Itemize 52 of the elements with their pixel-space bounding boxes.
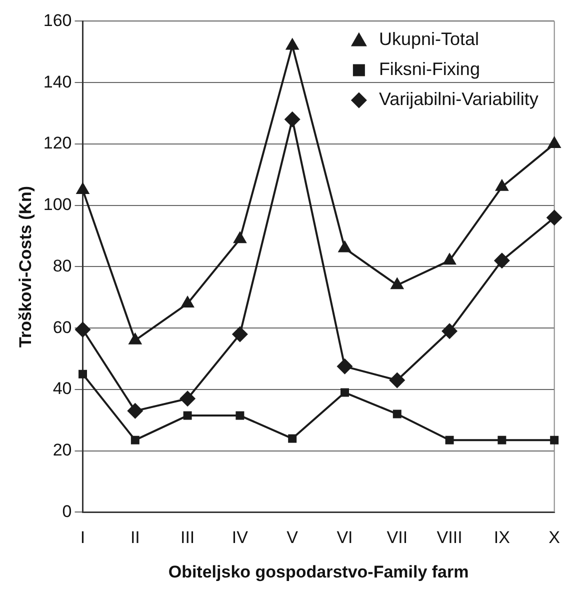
point <box>128 332 142 344</box>
x-tick-label: V <box>286 528 299 548</box>
x-tick-label: I <box>80 528 86 548</box>
point <box>285 38 300 50</box>
point <box>442 323 458 340</box>
legend-label: Varijabilni-Variability <box>378 89 538 110</box>
point <box>233 231 247 244</box>
legend-label: Fiksni-Fixing <box>378 59 480 80</box>
point <box>498 436 506 444</box>
point <box>183 411 192 420</box>
point <box>78 370 88 378</box>
y-tick-label: 160 <box>43 10 72 30</box>
x-tick-label: II <box>130 528 140 548</box>
x-tick-label: VIII <box>436 528 462 548</box>
point <box>442 252 456 265</box>
x-tick-label: VI <box>336 528 353 548</box>
point <box>390 277 404 290</box>
y-tick-label: 80 <box>52 256 72 276</box>
point <box>336 358 353 374</box>
point <box>180 390 196 407</box>
y-tick-label: 20 <box>52 440 72 460</box>
point <box>288 434 297 443</box>
point <box>232 326 248 342</box>
x-tick-label: X <box>548 528 560 548</box>
y-tick-label: 140 <box>43 72 72 92</box>
y-tick-label: 120 <box>43 134 72 153</box>
point <box>494 252 510 269</box>
point <box>338 240 352 252</box>
y-tick-label: 100 <box>43 195 72 214</box>
legend-label: Ukupni-Total <box>378 29 479 50</box>
x-tick-label: III <box>180 528 195 548</box>
x-tick-label: IX <box>494 528 510 548</box>
x-tick-label: VII <box>386 528 408 548</box>
y-tick-label: 40 <box>52 379 72 398</box>
point <box>550 436 559 444</box>
point <box>130 436 140 444</box>
point <box>445 436 454 444</box>
y-axis-title: Troškovi-Costs (Kn) <box>16 186 35 348</box>
point <box>180 296 194 308</box>
point <box>389 372 406 388</box>
point <box>340 388 349 397</box>
x-axis-title: Obiteljsko gospodarstvo-Family farm <box>168 562 469 582</box>
point <box>74 322 91 338</box>
point <box>495 178 509 191</box>
y-tick-label: 0 <box>62 502 72 521</box>
point <box>76 182 90 194</box>
point <box>127 402 144 419</box>
point <box>547 136 562 148</box>
point <box>392 410 402 418</box>
y-tick-label: 60 <box>52 318 72 337</box>
point <box>236 411 244 420</box>
x-tick-label: IV <box>232 528 249 548</box>
